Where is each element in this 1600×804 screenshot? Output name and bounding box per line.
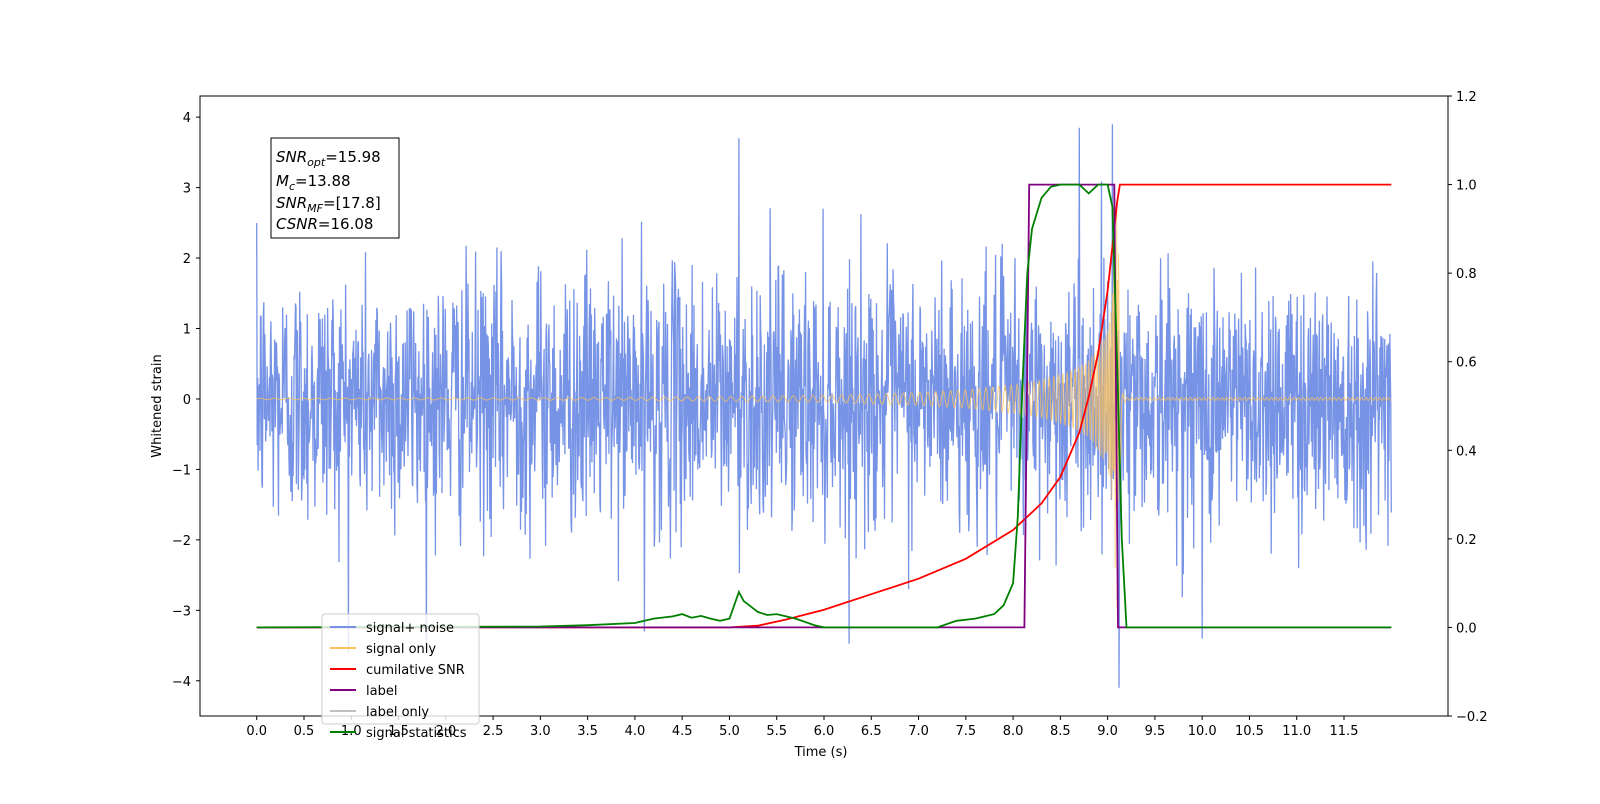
annotation-csnr-value: =16.08 [318, 215, 374, 233]
x-tick-label: 10.0 [1188, 724, 1217, 739]
x-tick-label: 4.5 [672, 724, 693, 739]
annotation-csnr: CSNR=16.08 [276, 215, 373, 233]
legend-label: signal+ noise [366, 621, 454, 636]
legend-label: signal statistics [366, 726, 467, 741]
y-left-tick-label: 4 [183, 111, 191, 126]
annotation-mc: Mc=13.88 [276, 172, 351, 193]
legend-label: cumilative SNR [366, 663, 465, 678]
series-signal-statistics-line [256, 183, 1392, 629]
y-axis-right: 1.2 1.0 0.8 0.6 0.4 0.2 0.0 −0.2 [1448, 90, 1488, 725]
plot-area [256, 124, 1392, 688]
y-right-tick-label: 1.2 [1456, 90, 1477, 105]
y-right-tick-label: 0.6 [1456, 356, 1477, 371]
y-left-tick-label: 3 [183, 182, 191, 197]
annotation-snr-opt-base: SNR [276, 148, 307, 166]
y-right-tick-label: 0.4 [1456, 444, 1477, 459]
x-tick-label: 0.5 [294, 724, 315, 739]
x-axis-label: Time (s) [794, 745, 848, 760]
legend-frame [321, 613, 480, 725]
x-tick-label: 5.5 [766, 724, 787, 739]
annotation-snr-opt-value: =15.98 [325, 148, 381, 166]
annotation-snr-mf: SNRMF=[17.8] [276, 194, 381, 215]
x-axis: 0.0 0.5 1.0 1.5 2.0 2.5 3.0 3.5 4.0 4.5 5.0 5.5 6.0 6… [246, 716, 1358, 739]
y-left-tick-label: −3 [172, 604, 191, 619]
y-right-tick-label: −0.2 [1456, 710, 1488, 725]
y-left-tick-label: −4 [172, 675, 191, 690]
y-right-tick-label: 1.0 [1456, 179, 1477, 194]
x-tick-label: 6.5 [861, 724, 882, 739]
annotation-mc-value: =13.88 [295, 172, 351, 190]
legend-label: label only [366, 705, 429, 720]
x-tick-label: 6.0 [814, 724, 835, 739]
annotation-frame [270, 137, 400, 239]
x-tick-label: 1.5 [388, 724, 409, 739]
y-right-tick-label: 0.8 [1456, 267, 1477, 282]
x-tick-label: 2.0 [435, 724, 456, 739]
annotation-snr-opt: SNRopt=15.98 [276, 148, 381, 169]
x-tick-label: 11.5 [1330, 724, 1359, 739]
x-tick-label: 11.0 [1282, 724, 1311, 739]
x-tick-label: 3.5 [577, 724, 598, 739]
annotation-snr-mf-sub: MF [307, 202, 323, 215]
series-cumulative-snr-line [256, 183, 1392, 629]
y-axis-left: 4 3 2 1 0 −1 −2 −3 −4 [172, 111, 200, 690]
y-left-tick-label: 0 [183, 393, 191, 408]
annotation-snr-mf-base: SNR [276, 194, 307, 212]
y-left-tick-label: 2 [183, 252, 191, 267]
series-signal-only-line [256, 202, 1392, 608]
annotation-csnr-base: CSNR [276, 215, 318, 233]
y-left-tick-label: 1 [183, 323, 191, 338]
series-signal-noise-line [256, 124, 1392, 688]
annotation-mc-sub: c [289, 180, 295, 193]
x-tick-label: 4.0 [625, 724, 646, 739]
annotation-box: SNRopt=15.98 Mc=13.88 SNRMF=[17.8] CSNR=… [270, 137, 400, 239]
x-tick-label: 8.5 [1050, 724, 1071, 739]
legend: signal+ noise signal only cumilative SNR la… [321, 613, 480, 741]
y-left-tick-label: −2 [172, 534, 191, 549]
legend-items: signal+ noise signal only cumilative SNR la… [330, 621, 467, 741]
x-tick-label: 8.0 [1003, 724, 1024, 739]
annotation-snr-opt-sub: opt [307, 156, 326, 169]
legend-label: label [366, 684, 397, 699]
x-tick-label: 0.0 [246, 724, 267, 739]
x-tick-label: 7.0 [908, 724, 929, 739]
x-tick-label: 5.0 [719, 724, 740, 739]
x-tick-label: 7.5 [955, 724, 976, 739]
annotation-mc-base: M [276, 172, 289, 190]
y-left-tick-label: −1 [172, 463, 191, 478]
x-tick-label: 9.5 [1145, 724, 1166, 739]
x-tick-label: 3.0 [530, 724, 551, 739]
x-tick-label: 2.5 [483, 724, 504, 739]
x-tick-label: 9.0 [1097, 724, 1118, 739]
y-axis-label-left: Whitened strain [150, 354, 165, 457]
legend-label: signal only [366, 642, 436, 657]
annotation-snr-mf-value: =[17.8] [323, 194, 381, 212]
y-right-tick-label: 0.2 [1456, 533, 1477, 548]
y-right-tick-label: 0.0 [1456, 621, 1477, 636]
x-tick-label: 10.5 [1235, 724, 1264, 739]
